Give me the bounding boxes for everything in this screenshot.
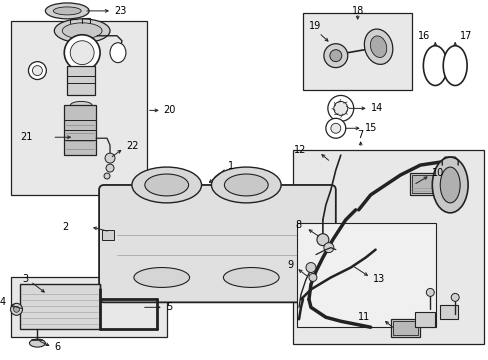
Circle shape bbox=[14, 306, 20, 312]
Circle shape bbox=[106, 164, 114, 172]
Circle shape bbox=[323, 243, 333, 253]
Ellipse shape bbox=[327, 95, 353, 121]
Text: 19: 19 bbox=[308, 21, 321, 31]
Text: 2: 2 bbox=[62, 222, 68, 232]
Bar bbox=[11, 21, 146, 195]
Text: 23: 23 bbox=[114, 6, 126, 16]
Circle shape bbox=[11, 303, 22, 315]
Text: 20: 20 bbox=[163, 105, 176, 115]
Bar bbox=[296, 223, 435, 327]
Circle shape bbox=[104, 173, 110, 179]
Ellipse shape bbox=[211, 167, 281, 203]
Ellipse shape bbox=[330, 123, 340, 133]
Bar bbox=[411, 175, 442, 193]
Ellipse shape bbox=[442, 46, 466, 86]
Circle shape bbox=[305, 262, 315, 273]
Ellipse shape bbox=[45, 3, 89, 19]
Ellipse shape bbox=[439, 167, 459, 203]
FancyBboxPatch shape bbox=[99, 185, 335, 302]
Bar bbox=[67, 66, 95, 95]
Ellipse shape bbox=[70, 102, 92, 109]
Ellipse shape bbox=[132, 167, 201, 203]
Ellipse shape bbox=[333, 102, 347, 115]
Circle shape bbox=[426, 288, 433, 296]
Text: 4: 4 bbox=[0, 297, 5, 307]
Ellipse shape bbox=[110, 43, 126, 63]
Ellipse shape bbox=[369, 36, 386, 58]
Ellipse shape bbox=[431, 157, 467, 213]
Bar bbox=[414, 312, 434, 327]
Text: 14: 14 bbox=[370, 103, 382, 113]
Ellipse shape bbox=[53, 7, 81, 15]
Text: 21: 21 bbox=[20, 132, 32, 142]
Ellipse shape bbox=[71, 116, 91, 124]
Bar bbox=[409, 173, 444, 195]
Ellipse shape bbox=[28, 62, 46, 80]
Text: 17: 17 bbox=[459, 31, 471, 41]
Bar bbox=[20, 284, 100, 329]
Ellipse shape bbox=[62, 23, 102, 39]
Text: 8: 8 bbox=[294, 220, 301, 230]
Ellipse shape bbox=[364, 29, 392, 64]
Bar bbox=[392, 321, 418, 335]
Text: 9: 9 bbox=[286, 260, 292, 270]
Text: 7: 7 bbox=[357, 130, 363, 140]
Text: 15: 15 bbox=[364, 123, 376, 133]
Text: 16: 16 bbox=[417, 31, 429, 41]
Bar bbox=[318, 230, 330, 240]
Circle shape bbox=[323, 44, 347, 68]
Circle shape bbox=[329, 50, 341, 62]
Ellipse shape bbox=[224, 174, 267, 196]
Text: 1: 1 bbox=[228, 161, 234, 171]
Text: 3: 3 bbox=[22, 274, 28, 284]
Text: 22: 22 bbox=[126, 141, 138, 151]
Text: 10: 10 bbox=[431, 168, 444, 178]
Bar bbox=[102, 230, 114, 240]
Bar bbox=[292, 150, 483, 344]
Ellipse shape bbox=[325, 118, 345, 138]
Ellipse shape bbox=[223, 267, 279, 287]
Bar bbox=[390, 319, 420, 337]
Ellipse shape bbox=[70, 125, 92, 131]
Text: 6: 6 bbox=[54, 342, 61, 352]
Ellipse shape bbox=[32, 66, 42, 76]
Ellipse shape bbox=[29, 339, 45, 347]
Ellipse shape bbox=[423, 46, 447, 86]
Bar bbox=[303, 13, 411, 90]
Circle shape bbox=[450, 293, 458, 301]
Circle shape bbox=[308, 274, 316, 282]
Bar bbox=[11, 278, 166, 337]
Bar bbox=[64, 105, 96, 155]
Ellipse shape bbox=[64, 35, 100, 71]
Text: 11: 11 bbox=[358, 312, 370, 322]
Ellipse shape bbox=[134, 267, 189, 287]
Text: 5: 5 bbox=[165, 302, 172, 312]
Ellipse shape bbox=[72, 111, 90, 116]
Ellipse shape bbox=[144, 174, 188, 196]
Circle shape bbox=[105, 153, 115, 163]
Ellipse shape bbox=[54, 19, 110, 43]
Text: 18: 18 bbox=[351, 6, 363, 16]
Ellipse shape bbox=[70, 41, 94, 64]
Text: 13: 13 bbox=[372, 274, 384, 284]
Circle shape bbox=[316, 234, 328, 246]
Text: 12: 12 bbox=[293, 145, 305, 155]
Bar bbox=[439, 305, 457, 319]
